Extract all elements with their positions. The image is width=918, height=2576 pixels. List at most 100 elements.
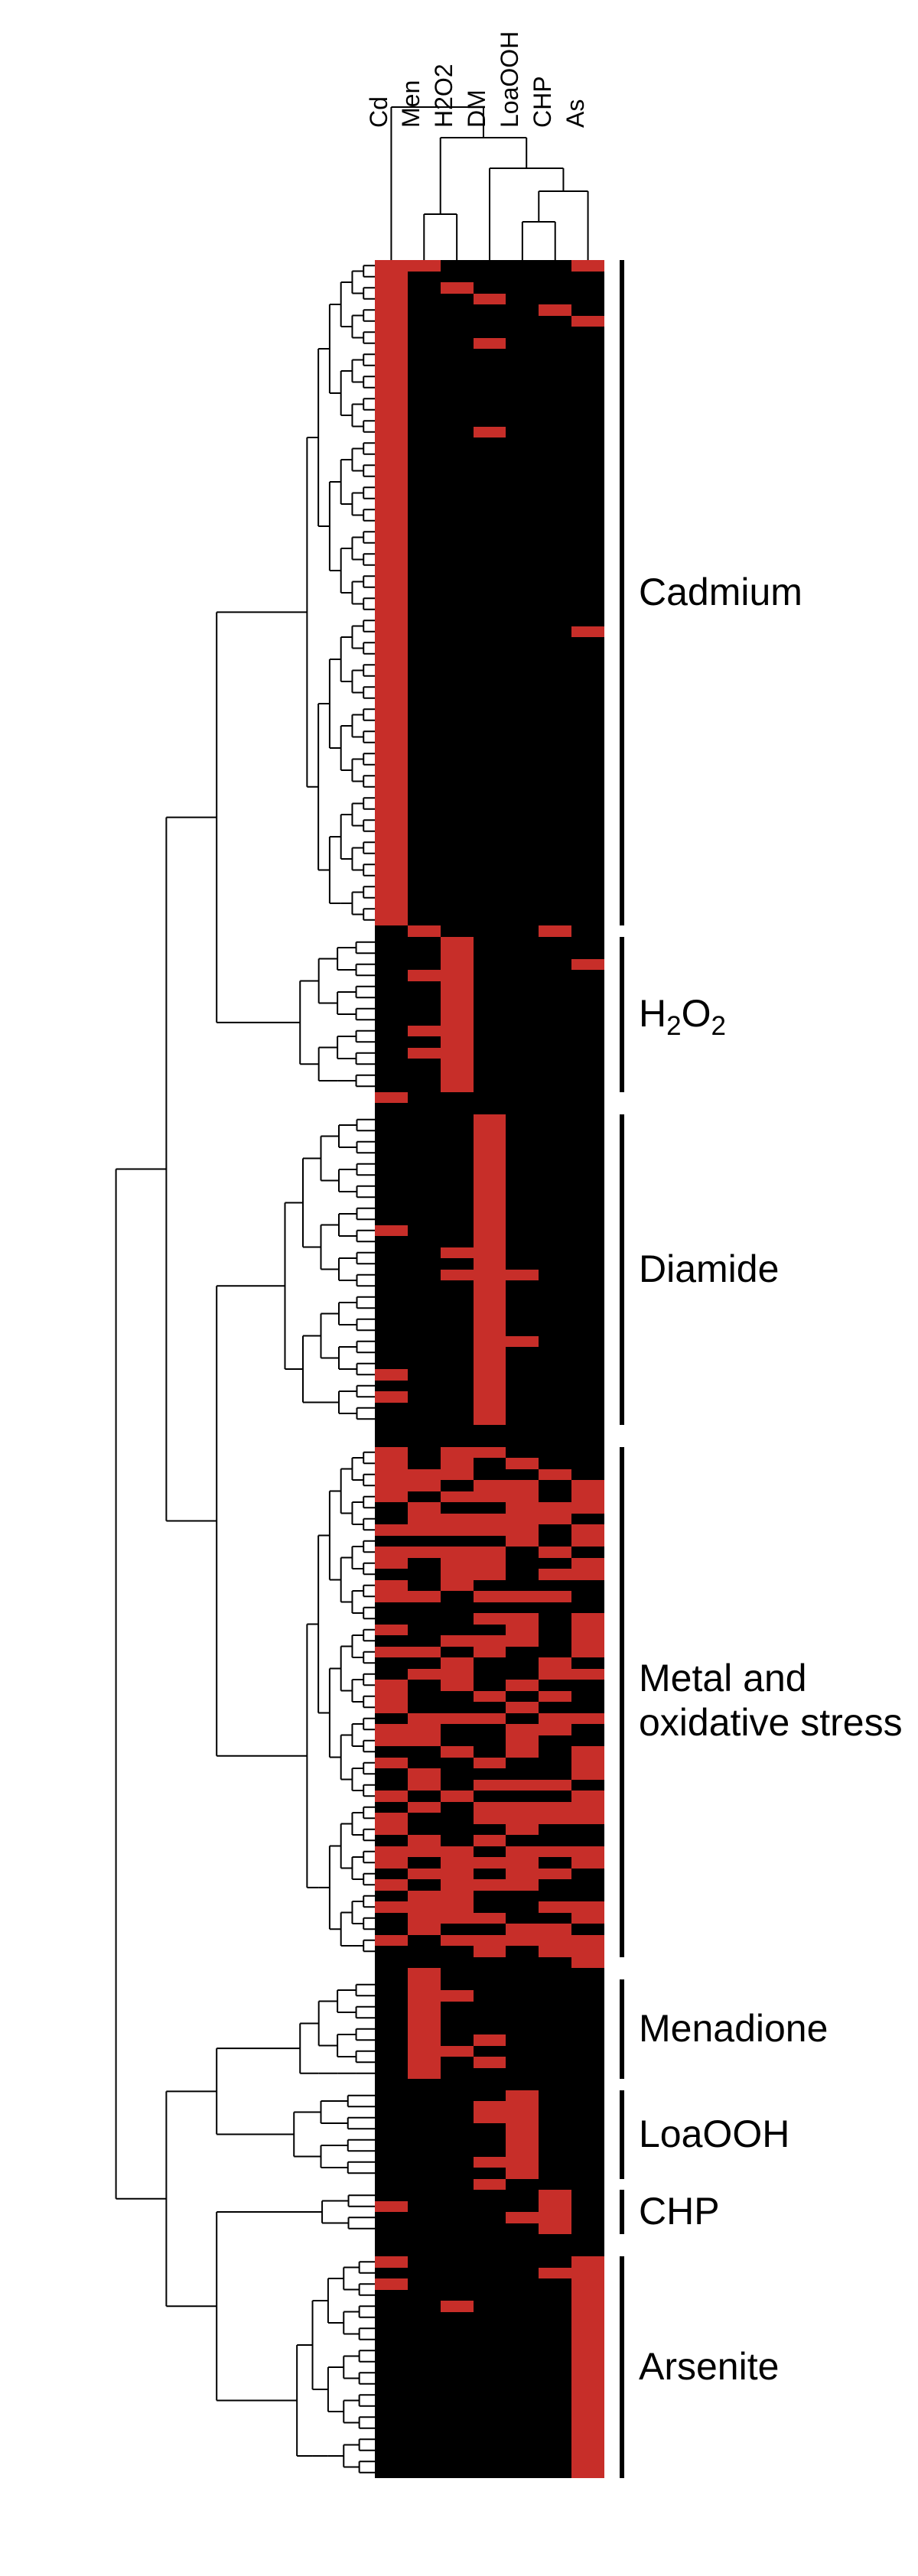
heatmap-cell <box>474 2012 506 2024</box>
heatmap-cell <box>539 1137 571 1148</box>
heatmap-cell <box>571 2234 604 2246</box>
heatmap-cell <box>408 1735 441 1747</box>
heatmap-cell <box>571 482 604 493</box>
heatmap-cell <box>375 2079 408 2090</box>
heatmap-cell <box>506 260 539 272</box>
heatmap-cell <box>506 1780 539 1791</box>
heatmap-cell <box>441 1502 474 1514</box>
heatmap-cell <box>441 2412 474 2423</box>
heatmap-cell <box>474 1625 506 1636</box>
heatmap-cell <box>506 2389 539 2401</box>
heatmap-cell <box>474 1514 506 1525</box>
heatmap-cell <box>408 2034 441 2046</box>
heatmap-cell <box>408 260 441 272</box>
heatmap-cell <box>441 1147 474 1159</box>
heatmap-cell <box>539 360 571 372</box>
heatmap-cell <box>539 1502 571 1514</box>
heatmap-cell <box>571 737 604 749</box>
heatmap-cell <box>474 1758 506 1769</box>
heatmap-cell <box>571 925 604 937</box>
heatmap-cell <box>474 371 506 382</box>
heatmap-cell <box>474 1613 506 1625</box>
heatmap-cell <box>441 2268 474 2279</box>
heatmap-cell <box>571 2456 604 2467</box>
heatmap-cell <box>474 659 506 671</box>
heatmap-cell <box>375 948 408 959</box>
heatmap-cell <box>506 2345 539 2356</box>
heatmap-cell <box>408 516 441 527</box>
heatmap-cell <box>506 826 539 838</box>
heatmap-cell <box>408 937 441 948</box>
heatmap-cell <box>441 2034 474 2046</box>
heatmap-cell <box>408 405 441 416</box>
heatmap-cell <box>474 1502 506 1514</box>
heatmap-cell <box>571 2079 604 2090</box>
heatmap-cell <box>506 1059 539 1070</box>
heatmap-cell <box>539 405 571 416</box>
heatmap-cell <box>539 2024 571 2035</box>
heatmap-cell <box>441 516 474 527</box>
heatmap-cell <box>539 804 571 815</box>
heatmap-cell <box>408 415 441 427</box>
heatmap-cell <box>539 2367 571 2379</box>
heatmap-cell <box>474 2179 506 2191</box>
heatmap-cell <box>539 1048 571 1059</box>
heatmap-cell <box>571 1791 604 1802</box>
heatmap-cell <box>539 2034 571 2046</box>
heatmap-cell <box>571 1514 604 1525</box>
heatmap-cell <box>375 815 408 826</box>
heatmap-cell <box>375 316 408 327</box>
heatmap-cell <box>539 2312 571 2324</box>
heatmap-cell <box>539 2090 571 2102</box>
heatmap-cell <box>474 1824 506 1836</box>
heatmap-cell <box>506 2301 539 2312</box>
heatmap-cell <box>506 2367 539 2379</box>
heatmap-cell <box>539 2012 571 2024</box>
heatmap-cell <box>441 1225 474 1237</box>
heatmap-cell <box>539 1280 571 1292</box>
heatmap-cell <box>539 1669 571 1680</box>
heatmap-cell <box>474 2090 506 2102</box>
heatmap-cell <box>539 704 571 715</box>
heatmap-cell <box>506 1591 539 1602</box>
heatmap-cell <box>539 1014 571 1026</box>
heatmap-cell <box>408 1236 441 1247</box>
heatmap-cell <box>506 1569 539 1580</box>
heatmap-cell <box>506 726 539 737</box>
heatmap-cell <box>441 2012 474 2024</box>
heatmap-cell <box>408 2434 441 2445</box>
heatmap-cell <box>408 1125 441 1137</box>
heatmap-cell <box>441 1879 474 1891</box>
heatmap-cell <box>474 2246 506 2257</box>
heatmap-cell <box>408 1524 441 1536</box>
heatmap-cell <box>474 1358 506 1370</box>
heatmap-cell <box>474 748 506 759</box>
heatmap-cell <box>571 1813 604 1824</box>
heatmap-cell <box>408 393 441 405</box>
heatmap-cell <box>571 1258 604 1270</box>
heatmap-cell <box>474 2145 506 2157</box>
heatmap-cell <box>571 2057 604 2068</box>
heatmap-cell <box>571 1169 604 1181</box>
heatmap-cell <box>539 593 571 604</box>
heatmap-cell <box>539 1957 571 1969</box>
region-label: CHP <box>639 2189 720 2233</box>
heatmap-cell <box>375 1247 408 1259</box>
heatmap-cell <box>571 282 604 294</box>
heatmap-cell <box>375 1647 408 1658</box>
heatmap-cell <box>375 1413 408 1425</box>
heatmap-cell <box>441 2179 474 2191</box>
heatmap-cell <box>539 1524 571 1536</box>
heatmap-cell <box>408 1203 441 1215</box>
heatmap-cell <box>539 526 571 538</box>
heatmap-cell <box>506 405 539 416</box>
heatmap-cell <box>375 1547 408 1558</box>
heatmap-cell <box>571 893 604 904</box>
heatmap-cell <box>506 1536 539 1547</box>
heatmap-cell <box>474 1347 506 1358</box>
heatmap-cell <box>539 504 571 516</box>
heatmap-cell <box>539 282 571 294</box>
heatmap-cell <box>539 560 571 571</box>
heatmap-cell <box>571 1159 604 1170</box>
heatmap-cell <box>571 316 604 327</box>
